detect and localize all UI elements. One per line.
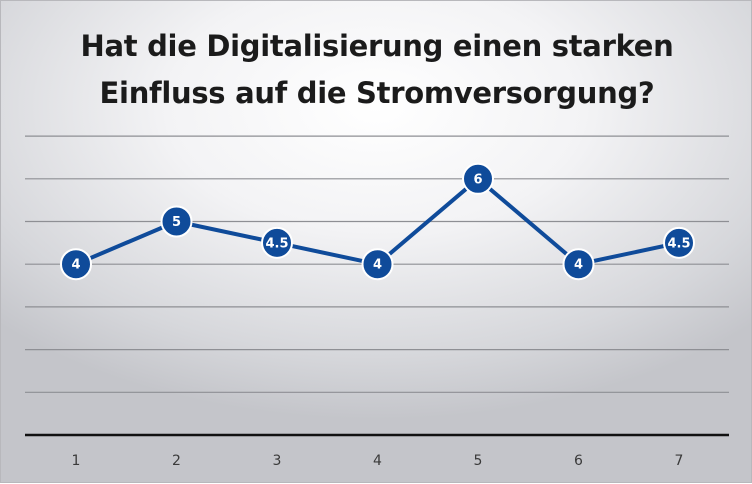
data-point-5: 6: [462, 162, 494, 195]
x-tick-labels: 1 2 3 4 5 6 7: [72, 453, 684, 469]
chart-title: Hat die Digitalisierung einen starken Ei…: [1, 23, 752, 117]
data-markers: 4 5 4.5 4 6 4 4.5: [60, 162, 695, 281]
x-tick-label-4: 4: [373, 453, 382, 469]
x-tick-label-7: 7: [675, 453, 684, 469]
data-point-4: 4: [361, 248, 394, 281]
data-point-1: 4: [60, 248, 92, 281]
data-label: 4.5: [265, 236, 288, 251]
data-marker: [462, 162, 494, 195]
data-marker: [361, 248, 394, 281]
data-label: 6: [473, 172, 482, 187]
data-marker: [60, 248, 92, 281]
x-tick-label-3: 3: [273, 453, 282, 469]
data-marker: [663, 226, 695, 259]
x-tick-label-2: 2: [172, 453, 181, 469]
data-label: 5: [172, 215, 181, 230]
data-label: 4: [373, 258, 382, 273]
data-label: 4.5: [667, 236, 690, 251]
x-tick-label-5: 5: [474, 453, 483, 469]
data-marker: [562, 248, 595, 281]
chart-title-line-1: Hat die Digitalisierung einen starken: [80, 29, 674, 63]
data-point-2: 5: [160, 205, 193, 238]
data-label: 4: [71, 258, 80, 273]
x-tick-label-1: 1: [72, 453, 81, 469]
chart-title-line-2: Einfluss auf die Stromversorgung?: [99, 76, 655, 110]
gridlines: [25, 135, 729, 393]
data-label: 4: [574, 258, 583, 273]
data-point-3: 4.5: [261, 226, 293, 259]
data-marker: [160, 205, 193, 238]
data-point-6: 4: [562, 248, 595, 281]
x-tick-label-6: 6: [574, 453, 583, 469]
data-point-7: 4.5: [663, 226, 695, 259]
data-marker: [261, 226, 293, 259]
